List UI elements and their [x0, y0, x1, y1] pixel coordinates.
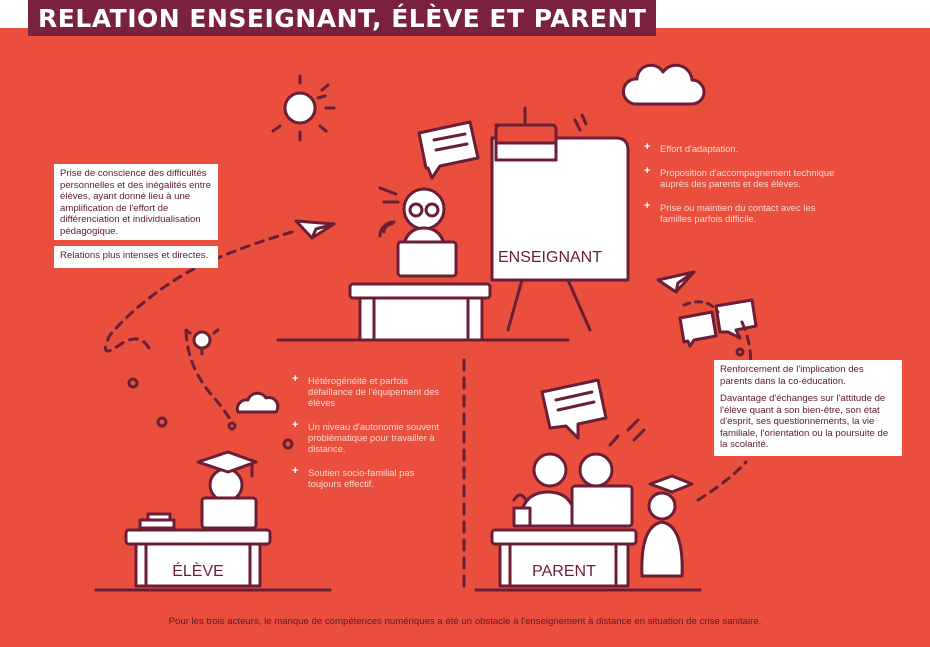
parent-box-text-1: Renforcement de l'implication des parent… — [720, 364, 864, 387]
cloud-icon — [622, 63, 706, 106]
paper-plane-icon — [656, 270, 696, 294]
student-label: ÉLÈVE — [172, 561, 224, 580]
student-bullets: + Hétérogénéité et parfois défaillance de… — [292, 373, 442, 502]
thought-cloud-icon — [235, 391, 280, 414]
student-desk — [124, 528, 272, 588]
speech-bubble-icon — [417, 120, 480, 180]
paper-plane-icon — [294, 219, 336, 240]
teacher-bullets: + Effort d'adaptation. + Proposition d'acc… — [644, 141, 844, 237]
teacher-label: ENSEIGNANT — [498, 249, 602, 266]
student-figure — [138, 450, 258, 530]
list-item: + Effort d'adaptation. — [644, 141, 739, 155]
title-banner: RELATION ENSEIGNANT, ÉLÈVE ET PARENT — [28, 0, 657, 36]
sun-icon — [271, 74, 336, 142]
list-item: + Hétérogénéité et parfois défaillance de… — [292, 373, 440, 409]
lightbulb-icon — [184, 328, 220, 356]
parent-label: PARENT — [532, 563, 596, 580]
page-title: RELATION ENSEIGNANT, ÉLÈVE ET PARENT — [38, 3, 647, 33]
student-relation-text: Relations plus intenses et directes. — [60, 250, 209, 261]
parent-desk — [490, 528, 638, 588]
parent-box-text-2: Davantage d'échanges sur l'attitude de l… — [720, 393, 889, 450]
speech-bubble-icon — [678, 310, 718, 348]
teacher-desk — [348, 282, 492, 342]
parent-figures — [512, 452, 694, 578]
footer-note: Pour les trois acteurs, le manque de com… — [168, 616, 762, 627]
student-box-text: Prise de conscience des difficultés pers… — [60, 168, 211, 237]
speech-bubble-icon — [540, 378, 608, 440]
list-item: + Soutien socio-familial pas toujours eff… — [292, 465, 415, 490]
list-item: + Un niveau d'autonomie souvent problémat… — [292, 419, 440, 455]
list-item: + Prise ou maintien du contact avec les f… — [644, 200, 816, 225]
speech-bubble-icon — [714, 298, 758, 340]
parent-info-box: Renforcement de l'implication des parent… — [714, 360, 902, 456]
student-relation-box: Relations plus intenses et directes. — [54, 246, 218, 268]
list-item: + Proposition d'accompagnement technique … — [644, 165, 835, 190]
whiteboard — [490, 106, 630, 332]
laptop-icon — [396, 240, 458, 278]
student-info-box: Prise de conscience des difficultés pers… — [54, 164, 218, 240]
